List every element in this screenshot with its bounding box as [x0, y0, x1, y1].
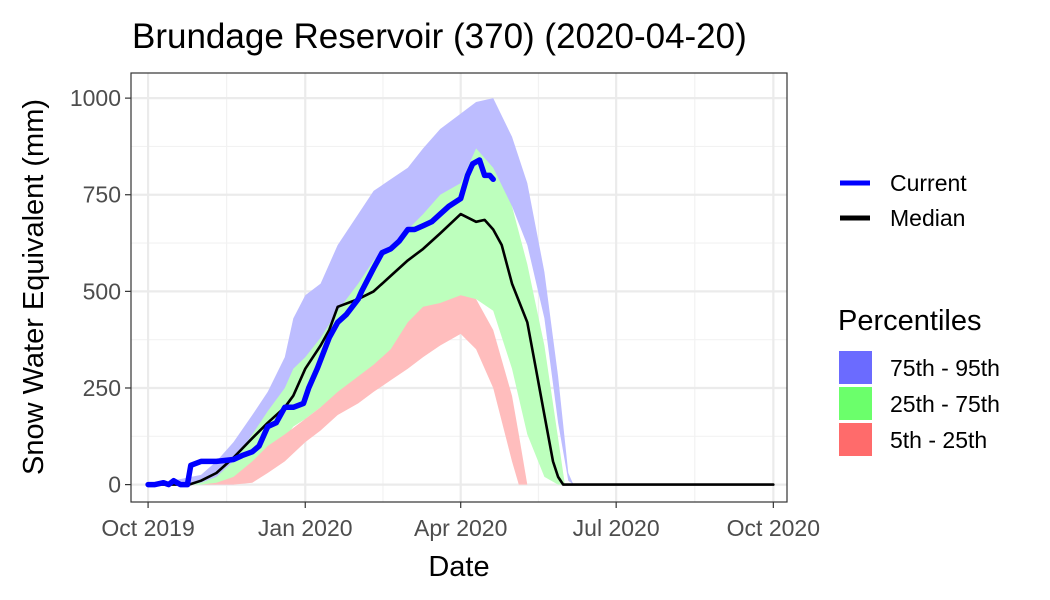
y-tick-label: 250	[83, 375, 121, 401]
y-tick-label: 1000	[70, 85, 121, 111]
chart-title: Brundage Reservoir (370) (2020-04-20)	[132, 17, 747, 56]
legend-band-label: 25th - 75th	[890, 391, 1000, 417]
legend-percentiles: 75th - 95th 25th - 75th 5th - 25th	[839, 351, 1000, 456]
y-tick-label: 750	[83, 182, 121, 208]
legend-lines: Current Median	[840, 170, 967, 231]
plot-panel	[130, 72, 788, 503]
legend-band-label: 75th - 95th	[890, 355, 1000, 381]
legend-percentiles-title: Percentiles	[838, 305, 981, 337]
y-axis-title: Snow Water Equivalent (mm)	[18, 99, 50, 475]
x-tick-label: Oct 2020	[727, 515, 820, 541]
series-median-line	[146, 212, 775, 486]
x-tick-label: Apr 2020	[414, 515, 507, 541]
band-5th-25th	[148, 295, 774, 485]
legend-band-swatch	[839, 351, 872, 384]
y-tick-label: 0	[108, 472, 121, 498]
legend-median-label: Median	[890, 205, 965, 231]
y-tick-label: 500	[83, 278, 121, 304]
y-axis: 0 250 500 750 1000	[70, 85, 131, 498]
legend-band-label: 5th - 25th	[890, 427, 987, 453]
legend-band-swatch	[839, 387, 872, 420]
x-axis: Oct 2019 Jan 2020 Apr 2020 Jul 2020 Oct 2020	[101, 502, 820, 541]
legend-current-label: Current	[890, 170, 967, 196]
x-tick-label: Jan 2020	[258, 515, 353, 541]
series-lines	[145, 157, 775, 488]
series-current-line	[145, 157, 496, 488]
x-tick-label: Oct 2019	[101, 515, 194, 541]
x-tick-label: Jul 2020	[573, 515, 660, 541]
x-axis-title: Date	[428, 551, 489, 583]
legend-band-swatch	[839, 423, 872, 456]
panel-border	[130, 72, 788, 503]
